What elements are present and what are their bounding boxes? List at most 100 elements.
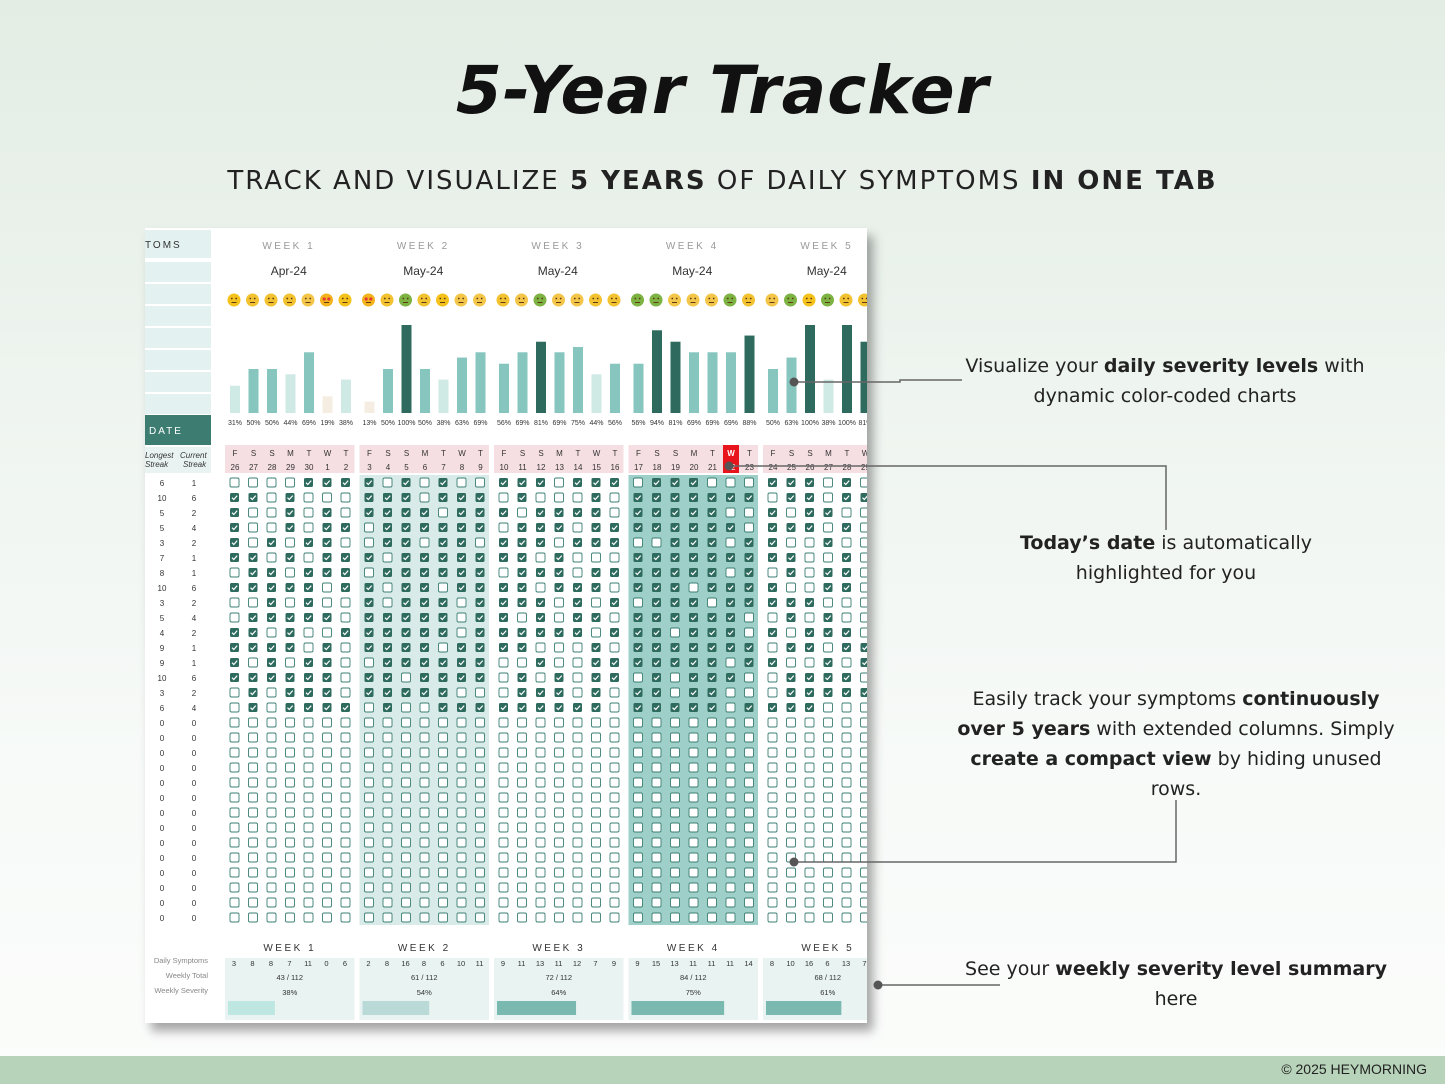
checkmark-icon (746, 555, 753, 561)
checkbox-empty (382, 882, 393, 893)
checkmark-icon (653, 675, 660, 681)
checkbox-empty (767, 807, 778, 818)
checkbox-empty (688, 732, 699, 743)
checkmark-icon (843, 555, 850, 561)
checkbox-empty (456, 837, 467, 848)
checkmark-icon (268, 540, 275, 546)
checkmark-icon (537, 660, 544, 666)
checkbox-empty (554, 537, 564, 548)
checkmark-icon (403, 585, 410, 591)
checkmark-icon (421, 585, 428, 591)
checkbox-empty (229, 882, 240, 893)
checkmark-icon (537, 600, 544, 606)
checkmark-icon (690, 555, 697, 561)
current-streak-value: 1 (192, 569, 197, 578)
checkmark-icon (709, 570, 716, 576)
mood-eye-icon (235, 297, 238, 300)
checkmark-icon (250, 645, 257, 651)
checkmark-icon (477, 525, 484, 531)
longest-streak-value: 0 (160, 869, 165, 878)
checkmark-icon (727, 525, 734, 531)
checkmark-icon (250, 705, 257, 711)
current-streak-value: 0 (192, 809, 197, 818)
callout-rows-text-1: Easily track your symptoms (972, 688, 1243, 710)
checkmark-icon (825, 690, 832, 696)
checkbox-empty (248, 747, 258, 758)
checkmark-icon (769, 585, 776, 591)
checkmark-icon (403, 555, 410, 561)
mood-eye-icon (541, 297, 544, 300)
checkbox-empty (322, 492, 332, 503)
checkmark-icon (287, 630, 294, 636)
checkbox-empty (554, 642, 564, 653)
checkbox-empty (382, 912, 393, 923)
checkbox-empty (670, 897, 680, 908)
checkbox-empty (633, 747, 643, 758)
checkbox-empty (860, 507, 867, 518)
checkbox-empty (401, 807, 411, 818)
checkbox-empty (266, 552, 277, 563)
checkbox-empty (364, 777, 374, 788)
checkbox-empty (456, 762, 467, 773)
longest-streak-value: 5 (160, 509, 165, 518)
checkmark-icon (574, 630, 581, 636)
checkbox-empty (438, 777, 448, 788)
checkmark-icon (366, 555, 373, 561)
severity-percent-label: 63% (455, 420, 469, 427)
day-letter: S (385, 449, 390, 458)
checkbox-empty (860, 837, 867, 848)
checkmark-icon (366, 480, 373, 486)
checkbox-empty (266, 687, 277, 698)
checkbox-empty (804, 762, 815, 773)
checkbox-empty (786, 792, 796, 803)
severity-percent-label: 56% (631, 420, 645, 427)
day-letter: F (367, 449, 372, 458)
checkmark-icon (268, 615, 275, 621)
checkbox-empty (266, 507, 277, 518)
checkmark-icon (500, 540, 507, 546)
checkmark-icon (403, 480, 410, 486)
checkmark-icon (519, 480, 526, 486)
checkmark-icon (556, 675, 563, 681)
current-streak-value: 1 (192, 644, 197, 653)
callout-summary-text-2: here (1154, 988, 1198, 1010)
checkbox-empty (438, 867, 448, 878)
checkmark-icon (440, 540, 447, 546)
checkbox-empty (860, 732, 867, 743)
checkmark-icon (421, 660, 428, 666)
week-month-label: May-24 (807, 264, 847, 278)
mood-mouth-icon (593, 302, 598, 303)
checkbox-empty (475, 777, 485, 788)
checkmark-icon (537, 525, 544, 531)
checkbox-empty (688, 792, 699, 803)
checkbox-empty (804, 732, 815, 743)
checkbox-empty (322, 777, 332, 788)
checkbox-empty (609, 897, 620, 908)
checkmark-icon (305, 675, 312, 681)
checkmark-icon (537, 630, 544, 636)
checkbox-empty (364, 807, 374, 818)
checkbox-empty (401, 867, 411, 878)
checkbox-empty (456, 897, 467, 908)
checkbox-empty (382, 552, 393, 563)
mood-eye-icon (638, 297, 641, 300)
checkmark-icon (421, 525, 428, 531)
longest-streak-value: 3 (160, 539, 165, 548)
checkmark-icon (635, 690, 642, 696)
tracker-sheet-preview: TOMS DATE Longest Streak Current Streak WEEK 1… (145, 228, 867, 1023)
checkbox-empty (285, 852, 295, 863)
checkbox-empty (591, 732, 601, 743)
mood-mouth-icon (746, 302, 751, 303)
checkbox-empty (322, 882, 332, 893)
checkbox-empty (438, 882, 448, 893)
checkbox-empty (266, 747, 277, 758)
checkmark-icon (440, 570, 447, 576)
checkbox-empty (841, 822, 852, 833)
checkmark-icon (305, 660, 312, 666)
severity-percent-label: 38% (436, 420, 450, 427)
checkbox-empty (633, 807, 643, 818)
checkbox-empty (823, 882, 833, 893)
checkbox-empty (517, 852, 527, 863)
checkmark-icon (324, 525, 331, 531)
checkmark-icon (421, 555, 428, 561)
